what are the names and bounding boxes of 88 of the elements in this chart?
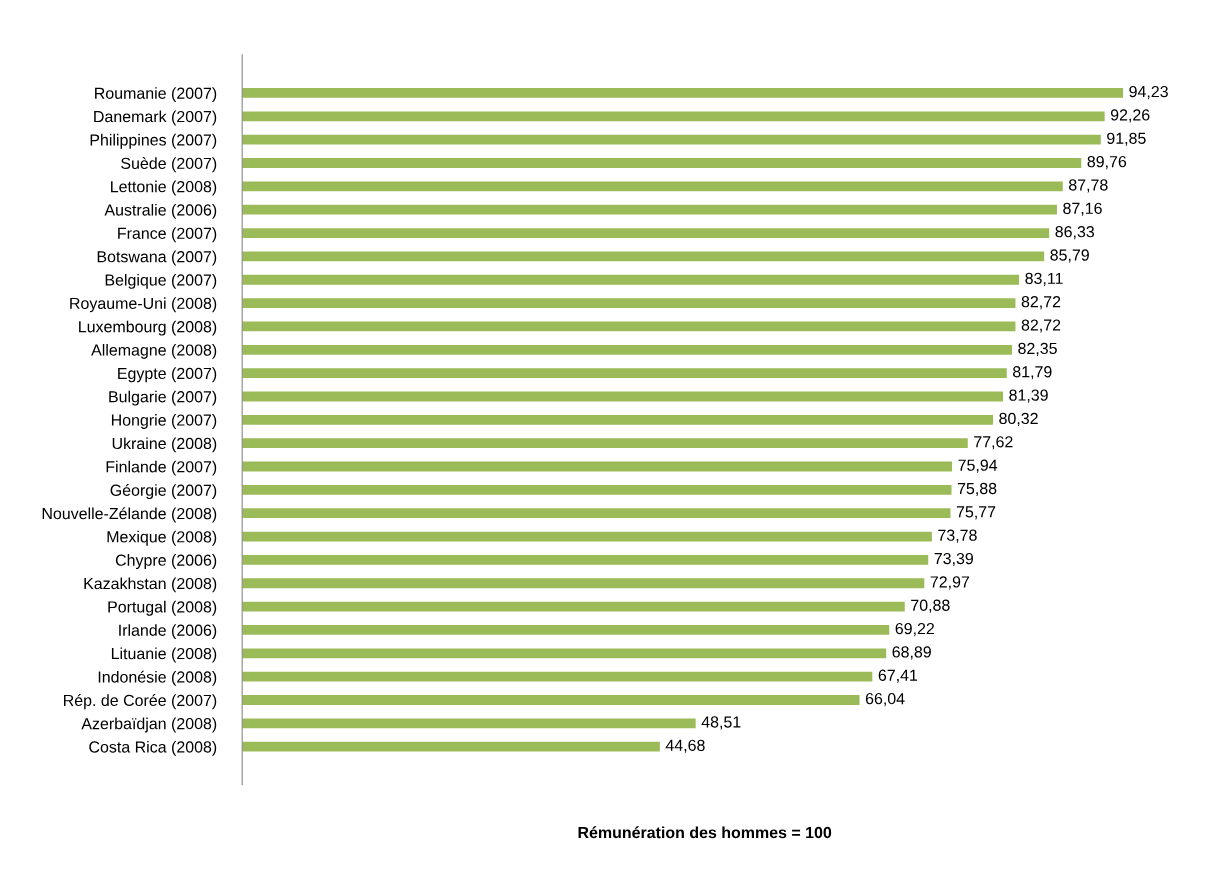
y-tick-label: France (2007) xyxy=(118,227,217,243)
bar xyxy=(242,438,968,449)
data-label: 83,11 xyxy=(1025,272,1063,286)
y-tick-label: Luxembourg (2008) xyxy=(79,320,217,336)
y-tick-label: Suède (2007) xyxy=(121,157,217,173)
bar xyxy=(242,625,890,635)
data-label: 82,72 xyxy=(1021,296,1061,310)
bar xyxy=(242,251,1045,262)
data-label: 48,51 xyxy=(701,716,741,730)
y-tick-label: Royaume-Uni (2008) xyxy=(70,297,217,313)
y-tick-label: Azerbaïdjan (2008) xyxy=(81,717,217,733)
data-label: 87,78 xyxy=(1069,179,1108,193)
y-tick-label: Botswana (2007) xyxy=(97,250,217,266)
bar xyxy=(242,274,1020,285)
data-label: 94,23 xyxy=(1129,85,1168,100)
bar xyxy=(242,344,1012,355)
bar xyxy=(242,484,952,495)
bar xyxy=(242,181,1063,192)
data-label: 81,39 xyxy=(1009,389,1048,403)
bar xyxy=(242,414,994,425)
y-tick-label: Lettonie (2008) xyxy=(111,180,217,196)
y-tick-label: Indonésie (2008) xyxy=(98,670,217,686)
data-label: 75,94 xyxy=(958,459,998,473)
bar xyxy=(242,508,951,519)
y-tick-label: Finlande (2007) xyxy=(106,460,217,476)
bar xyxy=(242,391,1004,402)
data-label: 69,22 xyxy=(895,622,934,637)
bar xyxy=(242,648,887,659)
data-label: 75,77 xyxy=(956,506,996,520)
data-label: 73,78 xyxy=(938,529,977,543)
data-label: 77,62 xyxy=(974,436,1013,450)
bar xyxy=(242,555,929,565)
y-tick-label: Belgique (2007) xyxy=(105,273,217,289)
bar xyxy=(242,718,696,729)
y-tick-label: Mexique (2008) xyxy=(107,530,217,546)
data-label: 75,88 xyxy=(957,482,997,497)
y-tick-label: Géorgie (2007) xyxy=(110,483,217,500)
data-label: 81,79 xyxy=(1013,366,1052,380)
y-tick-label: Irlande (2006) xyxy=(119,624,217,640)
x-axis-title: Rémunération des hommes = 100 xyxy=(578,826,832,839)
data-label: 82,72 xyxy=(1021,319,1061,333)
bar xyxy=(242,228,1050,238)
data-label: 80,32 xyxy=(999,412,1038,426)
data-label: 82,35 xyxy=(1018,342,1057,356)
y-tick-label: Philippines (2007) xyxy=(90,133,217,149)
y-tick-label: Danemark (2007) xyxy=(94,110,217,126)
data-label: 68,89 xyxy=(892,646,931,660)
bar xyxy=(242,368,1007,379)
bar xyxy=(242,204,1057,215)
data-label: 70,88 xyxy=(911,599,950,613)
data-label: 87,16 xyxy=(1063,202,1102,216)
data-label: 44,68 xyxy=(665,739,705,753)
y-tick-label: Allemagne (2008) xyxy=(91,343,217,359)
y-tick-label: Ukraine (2008) xyxy=(112,437,217,453)
data-label: 91,85 xyxy=(1107,132,1146,146)
bar xyxy=(242,671,873,682)
bar xyxy=(242,601,905,612)
data-label: 86,33 xyxy=(1055,226,1095,240)
bar xyxy=(242,741,660,752)
bar xyxy=(242,298,1016,308)
y-tick-label: Lituanie (2008) xyxy=(111,647,217,663)
y-tick-label: Hongrie (2007) xyxy=(111,414,217,429)
y-tick-label: Bulgarie (2007) xyxy=(109,390,217,406)
data-label: 73,39 xyxy=(934,552,974,567)
bar xyxy=(242,531,932,542)
y-tick-label: Egypte (2007) xyxy=(118,367,217,383)
bar xyxy=(242,321,1016,332)
y-tick-label: Costa Rica (2008) xyxy=(89,740,217,756)
data-label: 66,04 xyxy=(865,692,905,707)
data-label: 92,26 xyxy=(1110,109,1150,123)
data-label: 72,97 xyxy=(930,576,970,590)
bar xyxy=(242,695,860,705)
y-tick-label: Nouvelle-Zélande (2008) xyxy=(42,507,217,523)
bar xyxy=(242,111,1105,122)
data-label: 89,76 xyxy=(1087,155,1127,170)
bar xyxy=(242,134,1101,145)
y-tick-label: Chypre (2006) xyxy=(115,554,217,570)
y-tick-label: Roumanie (2007) xyxy=(95,87,217,103)
bar xyxy=(242,578,925,589)
y-tick-label: Portugal (2008) xyxy=(108,600,217,616)
data-label: 85,79 xyxy=(1050,249,1089,263)
bar xyxy=(242,88,1124,98)
y-tick-label: Kazakhstan (2008) xyxy=(84,577,217,593)
bar xyxy=(242,461,953,472)
y-tick-label: Australie (2006) xyxy=(104,203,217,219)
y-tick-label: Rép. de Corée (2007) xyxy=(64,694,217,710)
bar xyxy=(242,158,1082,168)
data-label: 67,41 xyxy=(878,669,918,683)
